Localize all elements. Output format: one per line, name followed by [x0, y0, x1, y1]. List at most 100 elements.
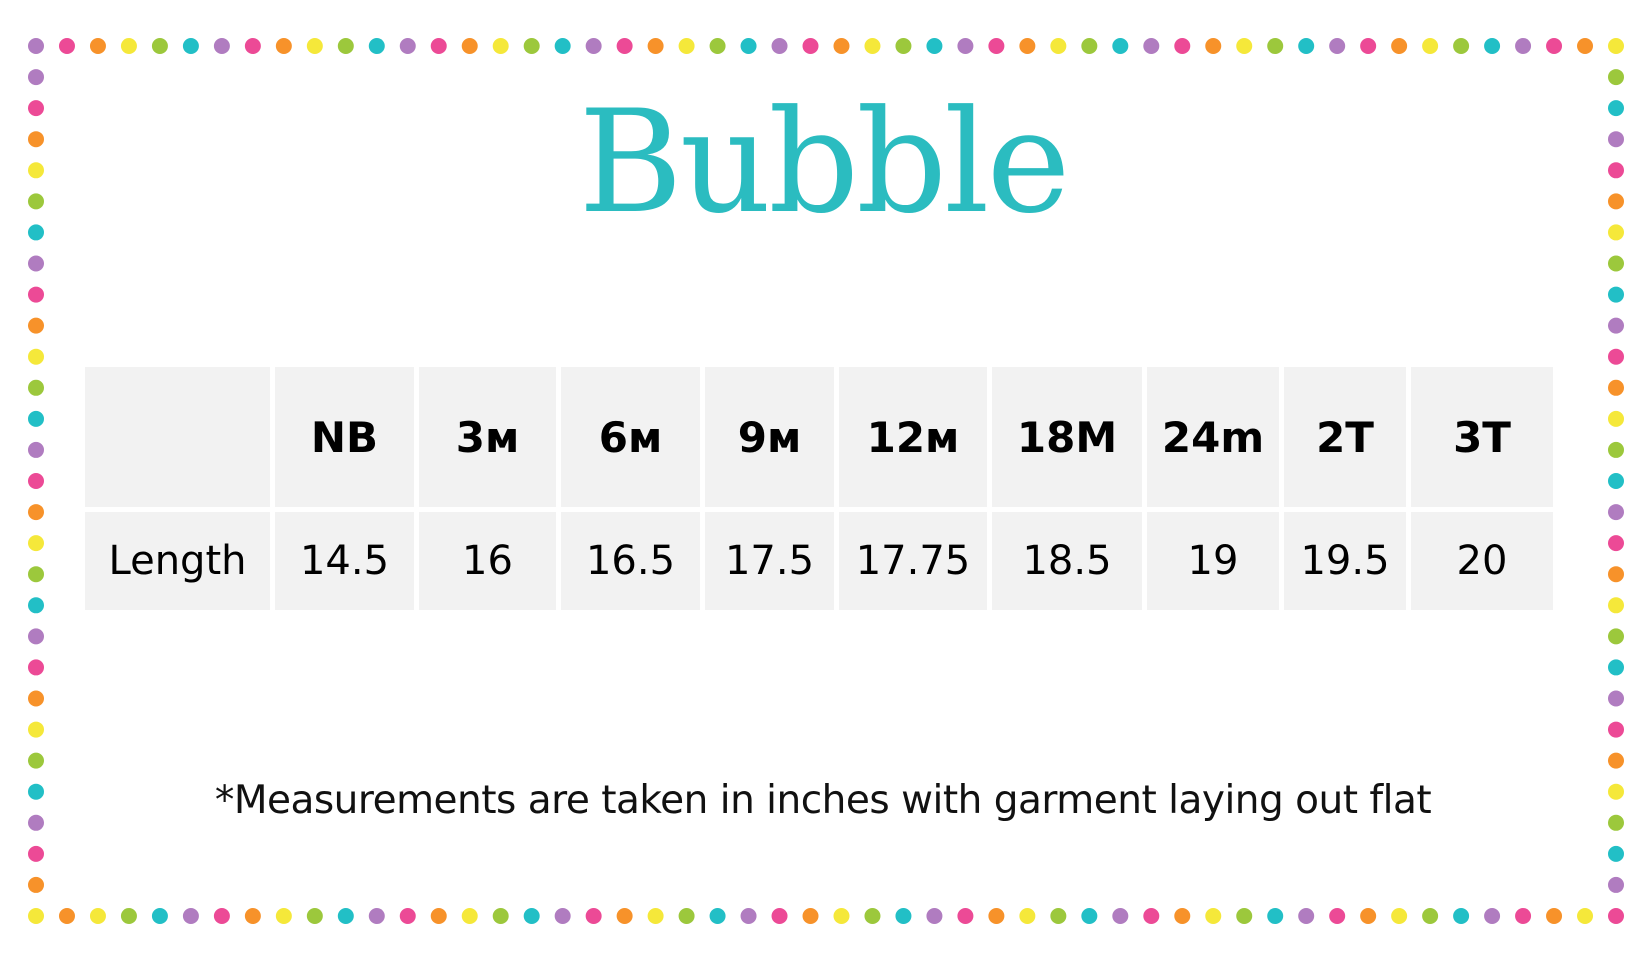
table-header-row: NB 3м 6м 9м 12м 18M 24m 2T 3T: [85, 367, 1553, 507]
border-dot: [28, 379, 44, 396]
border-dot: [28, 783, 44, 800]
table-cell: 16: [419, 512, 556, 610]
header-cell: 6м: [561, 367, 700, 507]
border-dot: [1608, 628, 1624, 645]
row-label: Length: [85, 512, 270, 610]
border-dot: [28, 441, 44, 458]
border-dot: [1236, 38, 1253, 54]
border-dot: [28, 131, 44, 148]
border-dot: [337, 908, 354, 924]
border-dot: [28, 255, 44, 272]
border-dot: [182, 908, 199, 924]
border-dot: [771, 38, 788, 54]
border-dot: [1360, 38, 1377, 54]
border-dot: [1608, 69, 1624, 86]
border-dot: [28, 38, 44, 54]
table-cell: 17.75: [839, 512, 987, 610]
border-dot: [1081, 38, 1098, 54]
border-dot: [1608, 193, 1624, 210]
border-dot: [926, 908, 943, 924]
border-dot: [1608, 908, 1624, 924]
border-dot: [1391, 908, 1408, 924]
border-dot: [864, 908, 881, 924]
header-cell: 12м: [839, 367, 987, 507]
border-dot: [28, 659, 44, 676]
border-dot: [833, 38, 850, 54]
border-dot: [1608, 379, 1624, 396]
header-cell: NB: [275, 367, 414, 507]
header-cell: 9м: [705, 367, 834, 507]
border-dot: [89, 908, 106, 924]
border-dot: [306, 908, 323, 924]
border-dot: [1577, 38, 1594, 54]
border-dot: [58, 908, 75, 924]
border-dot: [1608, 597, 1624, 614]
border-dot: [802, 38, 819, 54]
border-dot: [58, 38, 75, 54]
border-dot: [1236, 908, 1253, 924]
border-dot: [802, 908, 819, 924]
border-dot: [1608, 38, 1624, 54]
border-dot: [28, 162, 44, 179]
border-dot: [1608, 783, 1624, 800]
border-dot: [1050, 38, 1067, 54]
border-dot: [1608, 317, 1624, 334]
border-dot: [585, 38, 602, 54]
border-dot: [554, 908, 571, 924]
border-dot: [89, 38, 106, 54]
border-dot: [28, 193, 44, 210]
border-dot: [28, 317, 44, 334]
border-dot: [120, 908, 137, 924]
border-dot: [957, 38, 974, 54]
border-dot: [306, 38, 323, 54]
border-dot: [1360, 908, 1377, 924]
measurement-note: *Measurements are taken in inches with g…: [214, 778, 1432, 823]
border-dot: [1329, 38, 1346, 54]
border-dot: [1453, 908, 1470, 924]
table-cell: 17.5: [705, 512, 834, 610]
border-dot: [28, 410, 44, 427]
table-row: Length 14.5 16 16.5 17.5 17.75 18.5 19 1…: [85, 512, 1553, 610]
border-dot: [1608, 255, 1624, 272]
border-dot: [28, 876, 44, 893]
border-dot: [1608, 348, 1624, 365]
border-dot: [28, 908, 44, 924]
border-dot: [554, 38, 571, 54]
border-dot: [1608, 224, 1624, 241]
border-dot: [28, 690, 44, 707]
border-dot: [1174, 908, 1191, 924]
size-chart-table: NB 3м 6м 9м 12м 18M 24m 2T 3T Length 14.…: [80, 362, 1558, 615]
border-dot: [1546, 908, 1563, 924]
border-dot: [1608, 814, 1624, 831]
border-dot: [1608, 721, 1624, 738]
border-dot: [1608, 441, 1624, 458]
border-dot: [1019, 38, 1036, 54]
border-dot: [1050, 908, 1067, 924]
border-dot: [988, 908, 1005, 924]
table-cell: 19: [1147, 512, 1279, 610]
border-dot: [1608, 659, 1624, 676]
border-dot: [1608, 876, 1624, 893]
border-dot: [1515, 38, 1532, 54]
header-cell: 3м: [419, 367, 556, 507]
border-dot: [1608, 845, 1624, 862]
border-dot: [1515, 908, 1532, 924]
border-dot: [1608, 566, 1624, 583]
page-title: Bubble: [578, 80, 1070, 245]
table-cell: 20: [1411, 512, 1553, 610]
border-dot: [709, 38, 726, 54]
border-dot: [1608, 131, 1624, 148]
header-cell: 18M: [992, 367, 1142, 507]
border-dot: [709, 908, 726, 924]
border-dot: [988, 38, 1005, 54]
border-dot: [1174, 38, 1191, 54]
border-dot: [1019, 908, 1036, 924]
border-dot: [368, 38, 385, 54]
border-dot: [678, 908, 695, 924]
border-dot: [28, 69, 44, 86]
border-dot: [1546, 38, 1563, 54]
border-dot: [492, 38, 509, 54]
border-dot: [864, 38, 881, 54]
border-dot: [461, 908, 478, 924]
border-dot: [1484, 908, 1501, 924]
